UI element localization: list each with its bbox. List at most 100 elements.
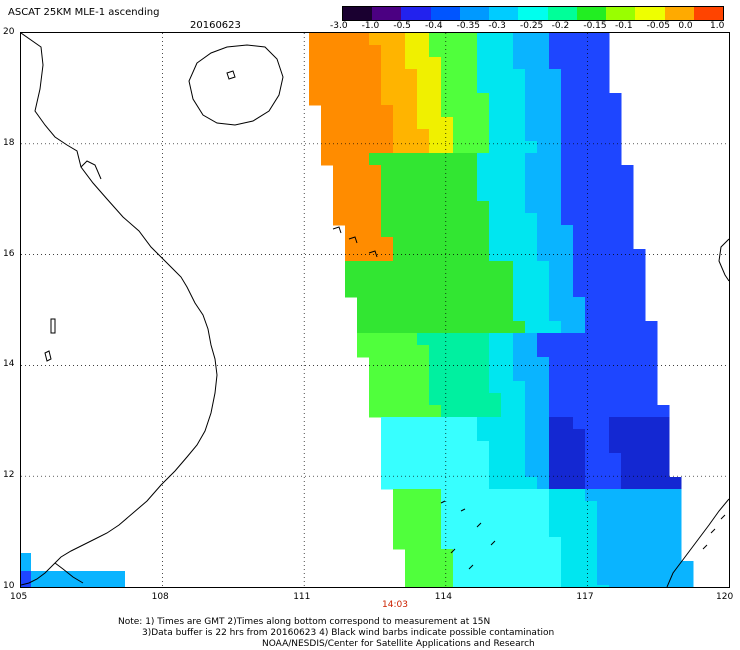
wind-cell bbox=[669, 561, 682, 574]
wind-cell bbox=[465, 93, 478, 106]
wind-cell bbox=[417, 225, 430, 238]
wind-cell bbox=[441, 573, 454, 586]
wind-cell bbox=[477, 513, 490, 526]
wind-cell bbox=[405, 273, 418, 286]
wind-cell bbox=[417, 525, 430, 538]
wind-cell bbox=[321, 153, 334, 166]
wind-cell bbox=[525, 93, 538, 106]
wind-cell bbox=[525, 525, 538, 538]
wind-cell bbox=[525, 453, 538, 466]
wind-cell bbox=[417, 213, 430, 226]
wind-cell bbox=[561, 177, 574, 190]
wind-cell bbox=[585, 405, 598, 418]
wind-cell bbox=[549, 81, 562, 94]
wind-cell bbox=[465, 273, 478, 286]
product-date: 20160623 bbox=[190, 20, 241, 31]
wind-cell bbox=[633, 537, 646, 550]
wind-cell bbox=[429, 117, 442, 130]
wind-cell bbox=[477, 465, 490, 478]
wind-cell bbox=[501, 93, 514, 106]
wind-cell bbox=[549, 33, 562, 46]
wind-cell bbox=[537, 369, 550, 382]
wind-cell bbox=[609, 201, 622, 214]
wind-cell bbox=[585, 345, 598, 358]
wind-cell bbox=[477, 297, 490, 310]
wind-cell bbox=[405, 549, 418, 562]
wind-cell bbox=[345, 249, 358, 262]
wind-cell bbox=[597, 153, 610, 166]
wind-cell bbox=[525, 297, 538, 310]
wind-cell bbox=[549, 285, 562, 298]
wind-cell bbox=[633, 453, 646, 466]
wind-cell bbox=[621, 333, 634, 346]
wind-cell bbox=[561, 165, 574, 178]
wind-cell bbox=[633, 249, 646, 262]
wind-cell bbox=[573, 393, 586, 406]
wind-cell bbox=[513, 69, 526, 82]
wind-cell bbox=[393, 489, 406, 502]
wind-cell bbox=[633, 297, 646, 310]
wind-cell bbox=[513, 225, 526, 238]
wind-cell bbox=[489, 417, 502, 430]
wind-cell bbox=[597, 465, 610, 478]
wind-cell bbox=[513, 201, 526, 214]
wind-cell bbox=[405, 225, 418, 238]
wind-cell bbox=[549, 381, 562, 394]
wind-cell bbox=[501, 81, 514, 94]
wind-cell bbox=[609, 321, 622, 334]
wind-cell bbox=[405, 417, 418, 430]
wind-cell bbox=[441, 381, 454, 394]
wind-cell bbox=[585, 93, 598, 106]
wind-cell bbox=[369, 201, 382, 214]
wind-cell bbox=[537, 213, 550, 226]
wind-cell bbox=[525, 273, 538, 286]
wind-cell bbox=[465, 201, 478, 214]
wind-cell bbox=[633, 561, 646, 574]
wind-cell bbox=[453, 225, 466, 238]
wind-cell bbox=[393, 453, 406, 466]
wind-cell bbox=[393, 249, 406, 262]
wind-cell bbox=[489, 405, 502, 418]
wind-cell bbox=[381, 381, 394, 394]
wind-cell bbox=[333, 201, 346, 214]
wind-cell bbox=[477, 249, 490, 262]
wind-cell bbox=[465, 573, 478, 586]
wind-cell bbox=[645, 333, 658, 346]
wind-cell bbox=[429, 129, 442, 142]
wind-cell bbox=[645, 525, 658, 538]
wind-cell bbox=[501, 429, 514, 442]
wind-cell bbox=[537, 141, 550, 154]
wind-cell bbox=[561, 369, 574, 382]
wind-cell bbox=[429, 309, 442, 322]
wind-cell bbox=[357, 93, 370, 106]
wind-cell bbox=[621, 585, 634, 587]
wind-cell bbox=[645, 357, 658, 370]
wind-cell bbox=[345, 285, 358, 298]
wind-cell bbox=[525, 117, 538, 130]
wind-cell bbox=[489, 513, 502, 526]
longitude-label: 114 bbox=[434, 592, 452, 602]
latitude-label: 16 bbox=[3, 248, 15, 259]
wind-cell bbox=[609, 381, 622, 394]
wind-cell bbox=[393, 309, 406, 322]
wind-cell bbox=[405, 525, 418, 538]
wind-cell bbox=[429, 441, 442, 454]
wind-cell bbox=[537, 93, 550, 106]
wind-cell bbox=[405, 441, 418, 454]
wind-cell bbox=[585, 45, 598, 58]
wind-cell bbox=[357, 309, 370, 322]
wind-cell bbox=[417, 501, 430, 514]
wind-cell bbox=[477, 129, 490, 142]
wind-cell bbox=[417, 345, 430, 358]
wind-cell bbox=[633, 261, 646, 274]
latitude-label: 10 bbox=[3, 581, 15, 591]
wind-cell bbox=[489, 153, 502, 166]
wind-cell bbox=[633, 345, 646, 358]
wind-cell bbox=[453, 81, 466, 94]
wind-cell bbox=[585, 249, 598, 262]
wind-cell bbox=[405, 141, 418, 154]
wind-cell bbox=[489, 249, 502, 262]
wind-cell bbox=[525, 225, 538, 238]
wind-cell bbox=[501, 333, 514, 346]
wind-cell bbox=[597, 285, 610, 298]
